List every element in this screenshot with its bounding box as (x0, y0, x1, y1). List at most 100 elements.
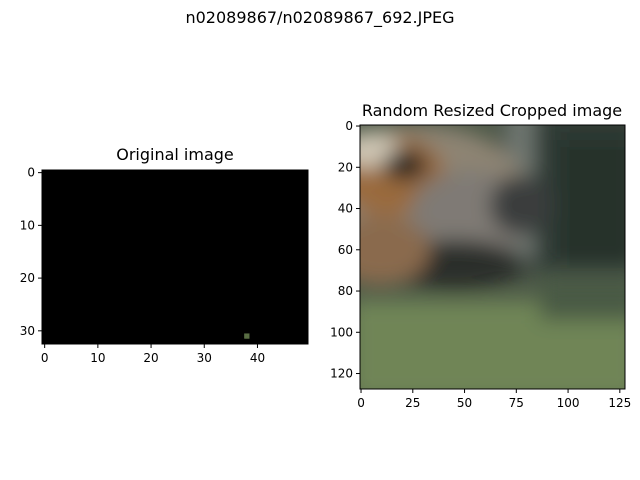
image-pixel (68, 286, 75, 292)
image-pixel (201, 191, 208, 197)
image-pixel (153, 312, 160, 319)
image-pixel (127, 217, 134, 224)
image-pixel (84, 270, 91, 277)
image-pixel (73, 291, 80, 298)
image-pixel (127, 338, 134, 344)
image-pixel (175, 201, 181, 208)
image-pixel (79, 212, 86, 219)
image-pixel (52, 217, 59, 224)
image-pixel (212, 296, 219, 303)
image-pixel (292, 201, 298, 208)
image-pixel (222, 280, 229, 287)
image-pixel (148, 312, 155, 319)
image-pixel (302, 175, 308, 182)
image-pixel (249, 175, 256, 182)
image-pixel (206, 291, 213, 298)
image-pixel (105, 286, 112, 292)
image-pixel (68, 301, 75, 308)
image-pixel (148, 259, 155, 266)
image-pixel (116, 201, 123, 208)
image-pixel (233, 212, 240, 219)
image-pixel (212, 191, 219, 197)
image-pixel (89, 217, 96, 224)
image-pixel (89, 317, 96, 324)
image-pixel (137, 175, 144, 182)
image-pixel (260, 291, 267, 298)
image-pixel (73, 206, 80, 213)
image-pixel (63, 222, 70, 229)
image-pixel (260, 264, 267, 271)
image-pixel (212, 254, 219, 261)
image-pixel (175, 338, 181, 344)
image-pixel (244, 228, 251, 234)
image-pixel (302, 196, 308, 203)
image-pixel (42, 180, 48, 187)
image-pixel (121, 286, 128, 292)
image-pixel (121, 196, 128, 203)
image-pixel (260, 228, 267, 234)
image-pixel (196, 286, 203, 292)
image-pixel (116, 212, 123, 219)
image-pixel (79, 222, 86, 229)
image-pixel (105, 206, 112, 213)
image-pixel (265, 170, 272, 176)
image-pixel (302, 238, 308, 245)
image-pixel (148, 175, 155, 182)
image-pixel (233, 291, 240, 298)
image-pixel (95, 222, 102, 229)
image-pixel (265, 270, 272, 277)
image-pixel (42, 196, 48, 203)
image-pixel (57, 259, 64, 266)
image-pixel (73, 249, 80, 255)
image-pixel (201, 185, 208, 192)
image-pixel (164, 286, 171, 292)
image-pixel (206, 191, 213, 197)
image-pixel (233, 317, 240, 324)
image-pixel (42, 291, 48, 298)
image-pixel (180, 264, 187, 271)
image-pixel (52, 301, 59, 308)
image-pixel (212, 196, 219, 203)
image-pixel (52, 238, 59, 245)
image-pixel (190, 196, 197, 203)
image-pixel (57, 201, 64, 208)
image-pixel (143, 280, 149, 287)
image-pixel (159, 180, 165, 187)
image-pixel (100, 191, 107, 197)
image-pixel (238, 196, 245, 203)
image-pixel (201, 201, 208, 208)
image-pixel (222, 196, 229, 203)
image-pixel (270, 222, 277, 229)
image-pixel (175, 254, 181, 261)
image-pixel (212, 312, 219, 319)
image-pixel (180, 322, 187, 329)
image-pixel (281, 333, 288, 340)
image-pixel (185, 317, 192, 324)
image-pixel (159, 270, 165, 277)
image-pixel (143, 196, 149, 203)
image-pixel (286, 322, 293, 329)
image-pixel (132, 333, 139, 340)
image-pixel (302, 301, 308, 308)
image-pixel (127, 185, 134, 192)
image-pixel (63, 243, 70, 250)
image-pixel (238, 291, 245, 298)
image-pixel (190, 233, 197, 240)
image-pixel (238, 175, 245, 182)
image-pixel (249, 243, 256, 250)
image-pixel (185, 206, 192, 213)
image-pixel (276, 180, 282, 187)
image-pixel (228, 249, 235, 255)
image-pixel (201, 217, 208, 224)
image-pixel (276, 217, 282, 224)
image-pixel (292, 286, 298, 292)
image-pixel (249, 301, 256, 308)
image-pixel (180, 185, 187, 192)
image-pixel (68, 191, 75, 197)
image-pixel (212, 170, 219, 176)
image-pixel (132, 296, 139, 303)
image-pixel (127, 286, 134, 292)
image-pixel (270, 212, 277, 219)
image-pixel (233, 286, 240, 292)
image-pixel (249, 170, 256, 176)
